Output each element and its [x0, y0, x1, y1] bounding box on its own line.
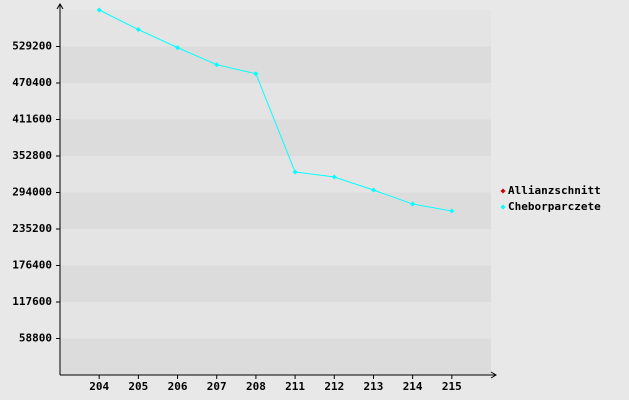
y-tick-label: 117600 — [12, 295, 52, 308]
x-tick-label: 212 — [324, 380, 344, 393]
x-tick-label: 204 — [89, 380, 109, 393]
point — [331, 174, 337, 180]
x-tick-label: 206 — [168, 380, 188, 393]
x-tick-label: 207 — [207, 380, 227, 393]
point — [135, 27, 141, 33]
y-tick-label: 294000 — [12, 186, 52, 199]
grid-band — [60, 338, 491, 375]
y-axis-arrow — [56, 3, 64, 10]
grid-band — [60, 119, 491, 156]
x-tick-label: 214 — [403, 380, 423, 393]
x-tick-label: 211 — [285, 380, 305, 393]
x-tick-label: 213 — [364, 380, 384, 393]
point — [253, 71, 259, 77]
x-tick-label: 208 — [246, 380, 266, 393]
legend-label: Allianzschnitt — [508, 184, 601, 197]
legend-label: Cheborparczete — [508, 200, 601, 213]
series-line — [98, 9, 452, 212]
legend-marker — [500, 204, 506, 210]
point — [292, 169, 298, 175]
grid-band — [60, 192, 491, 229]
x-axis-arrow — [490, 371, 497, 379]
grid-band — [60, 229, 491, 266]
point — [96, 7, 102, 13]
point — [214, 62, 220, 68]
grid-band — [60, 156, 491, 193]
grid-band — [60, 302, 491, 339]
y-tick-label: 411600 — [12, 113, 52, 126]
point — [410, 201, 416, 207]
x-tick-label: 215 — [442, 380, 462, 393]
y-tick-label: 235200 — [12, 222, 52, 235]
y-tick-label: 352800 — [12, 149, 52, 162]
y-tick-label: 176400 — [12, 259, 52, 272]
point — [449, 208, 455, 214]
point — [370, 187, 376, 193]
grid-band — [60, 83, 491, 120]
y-tick-label: 529200 — [12, 40, 52, 53]
grid-band — [60, 46, 491, 83]
legend-marker — [500, 188, 506, 194]
grid-band — [60, 10, 491, 47]
x-tick-label: 205 — [128, 380, 148, 393]
grid-band — [60, 265, 491, 302]
point — [175, 45, 181, 51]
y-tick-label: 58800 — [19, 332, 52, 345]
y-tick-label: 470400 — [12, 76, 52, 89]
